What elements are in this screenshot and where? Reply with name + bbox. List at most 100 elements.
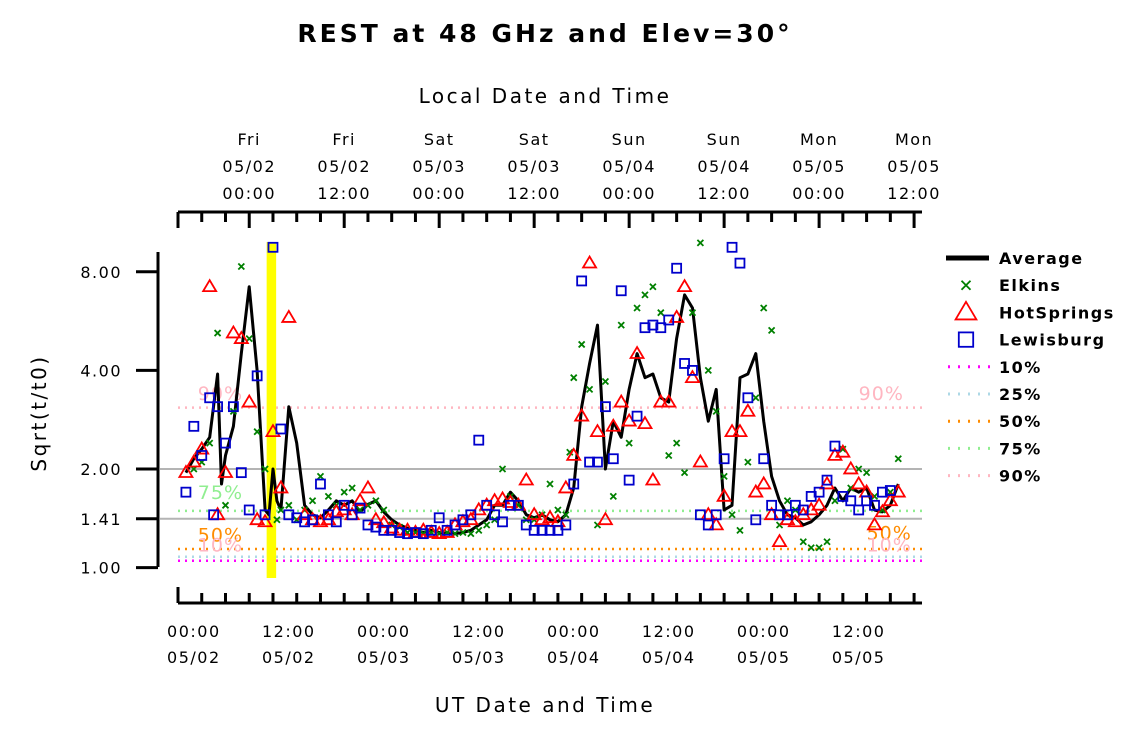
point-lewisburg-39 [481, 499, 493, 511]
legend-swatch-3 [957, 331, 975, 348]
percentile-label-6: 10% [867, 535, 912, 557]
point-hotsprings-74 [771, 533, 788, 548]
top-tick-label-date-2: 05/03 [412, 157, 466, 176]
point-elkins-50 [578, 340, 586, 349]
point-elkins-26 [395, 523, 404, 531]
point-elkins-19 [340, 488, 348, 496]
top-tick-label-day-0: Fri [237, 130, 261, 149]
point-hotsprings-22 [359, 479, 377, 494]
legend-swatch-2 [954, 300, 978, 321]
point-lewisburg-30 [410, 527, 421, 538]
top-tick-label-day-4: Sun [612, 130, 647, 149]
point-hotsprings-67 [716, 488, 733, 502]
point-lewisburg-68 [710, 509, 722, 521]
top-tick-label-day-3: Sat [519, 130, 550, 149]
point-elkins-58 [641, 291, 649, 299]
point-hotsprings-87 [874, 503, 891, 518]
point-elkins-12 [285, 501, 293, 509]
point-lewisburg-76 [774, 509, 785, 521]
point-lewisburg-26 [378, 524, 390, 536]
point-elkins-49 [570, 374, 578, 382]
point-hotsprings-43 [526, 506, 543, 521]
point-elkins-48 [566, 448, 574, 456]
point-lewisburg-40 [489, 509, 500, 521]
legend-label-6: 50% [999, 412, 1042, 431]
bottom-tick-label-date-1: 05/02 [262, 648, 316, 667]
bottom-tick-label-time-1: 12:00 [262, 622, 316, 641]
point-lewisburg-33 [433, 512, 445, 524]
point-elkins-35 [467, 530, 475, 538]
point-hotsprings-62 [676, 278, 693, 293]
y-tick-label-2: 2.00 [80, 460, 122, 479]
point-hotsprings-48 [565, 447, 582, 461]
point-hotsprings-70 [739, 402, 756, 417]
point-lewisburg-0 [180, 486, 192, 498]
point-hotsprings-83 [842, 460, 859, 475]
top-tick-label-date-3: 05/03 [507, 157, 561, 176]
point-hotsprings-2 [193, 440, 210, 455]
point-lewisburg-25 [370, 521, 382, 533]
point-lewisburg-37 [465, 509, 477, 521]
point-lewisburg-52 [584, 456, 595, 468]
point-elkins-2 [206, 439, 214, 447]
point-lewisburg-54 [600, 401, 611, 413]
point-lewisburg-12 [267, 241, 279, 253]
bottom-tick-label-date-6: 05/05 [737, 648, 791, 667]
legend-label-8: 90% [999, 467, 1042, 486]
bottom-tick-label-time-4: 00:00 [547, 622, 601, 641]
point-hotsprings-50 [581, 254, 598, 269]
bottom-tick-label-time-2: 00:00 [357, 622, 411, 641]
top-tick-label-day-7: Mon [895, 130, 933, 149]
point-lewisburg-75 [766, 499, 778, 511]
point-lewisburg-79 [797, 504, 809, 516]
legend-label-1: Elkins [999, 276, 1061, 295]
point-hotsprings-0 [177, 464, 194, 478]
top-tick-label-time-1: 12:00 [317, 184, 371, 203]
bottom-tick-label-date-3: 05/03 [452, 648, 506, 667]
point-hotsprings-10 [256, 513, 274, 528]
top-tick-label-day-2: Sat [424, 130, 455, 149]
point-elkins-51 [585, 385, 594, 394]
point-hotsprings-68 [723, 423, 741, 437]
point-lewisburg-46 [536, 524, 548, 536]
point-elkins-90 [894, 455, 902, 463]
series-line-average [184, 285, 900, 536]
point-lewisburg-31 [417, 528, 429, 540]
bottom-tick-label-time-7: 12:00 [832, 622, 886, 641]
point-lewisburg-8 [235, 467, 247, 479]
highlight-band [266, 242, 277, 578]
top-tick-label-date-1: 05/02 [317, 157, 371, 176]
bottom-tick-label-time-5: 12:00 [642, 622, 696, 641]
top-tick-label-day-1: Fri [332, 130, 356, 149]
chart-title: REST at 48 GHz and Elev=30° [297, 19, 792, 48]
bottom-tick-label-time-0: 00:00 [167, 622, 221, 641]
point-lewisburg-3 [204, 392, 216, 404]
top-tick-label-time-4: 00:00 [602, 184, 656, 203]
point-lewisburg-22 [346, 509, 358, 521]
legend-label-2: HotSprings [999, 303, 1115, 322]
point-lewisburg-18 [315, 478, 326, 490]
point-hotsprings-47 [557, 479, 574, 494]
point-hotsprings-86 [866, 516, 883, 531]
point-lewisburg-23 [354, 502, 366, 514]
percentile-label-3: 10% [198, 535, 243, 557]
point-lewisburg-4 [208, 509, 220, 521]
point-lewisburg-17 [307, 514, 318, 526]
point-hotsprings-1 [185, 453, 202, 468]
point-lewisburg-69 [718, 453, 730, 465]
point-hotsprings-64 [692, 453, 709, 468]
plot-area: 90%75%50%10%90%50%10% [160, 239, 922, 578]
point-hotsprings-7 [233, 330, 250, 344]
point-hotsprings-79 [811, 496, 828, 511]
percentile-label-5: 50% [867, 522, 912, 544]
point-lewisburg-56 [615, 285, 627, 297]
point-lewisburg-2 [196, 450, 208, 461]
point-hotsprings-53 [605, 417, 622, 432]
point-lewisburg-6 [220, 437, 231, 449]
point-lewisburg-88 [869, 499, 880, 511]
point-lewisburg-41 [497, 516, 508, 528]
point-lewisburg-67 [702, 519, 714, 531]
percentile-label-4: 90% [859, 383, 904, 405]
point-elkins-39 [498, 465, 507, 473]
point-hotsprings-23 [367, 511, 384, 526]
